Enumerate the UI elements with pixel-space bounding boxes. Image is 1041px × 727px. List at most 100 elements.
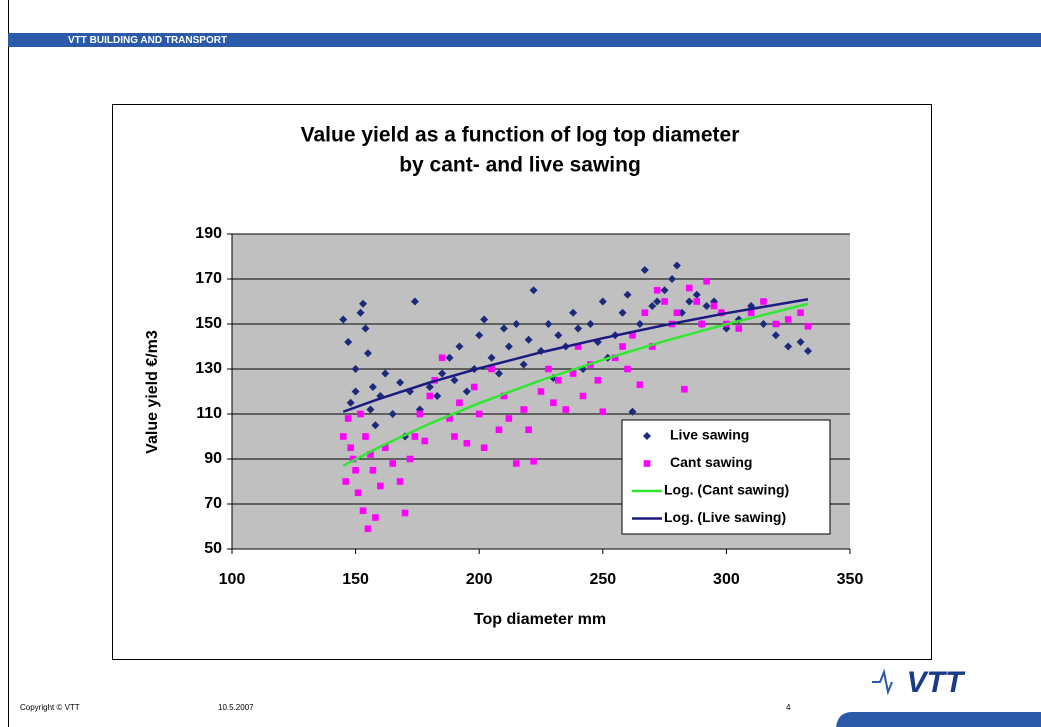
point [368, 383, 377, 391]
point [648, 302, 657, 310]
y-tick-label: 110 [196, 405, 222, 422]
point [456, 399, 463, 407]
point [784, 316, 792, 323]
point [784, 342, 793, 351]
legend-label: Log. (Cant sawing) [664, 482, 789, 498]
legend-label: Cant sawing [670, 454, 752, 470]
point [641, 309, 649, 317]
point [653, 286, 661, 294]
point [505, 415, 513, 422]
x-tick-label: 250 [589, 571, 616, 588]
point [371, 421, 380, 430]
footer-shape [836, 712, 1041, 727]
point [797, 309, 804, 317]
point [586, 320, 595, 328]
point [342, 478, 350, 485]
point [347, 444, 354, 452]
point [803, 347, 812, 355]
point [624, 365, 631, 373]
y-tick-label: 90 [204, 450, 222, 467]
point [480, 444, 488, 452]
point [499, 324, 508, 333]
point [524, 335, 533, 344]
point [681, 385, 688, 393]
point [362, 433, 369, 440]
point [480, 315, 489, 324]
header-text: VTT BUILDING AND TRANSPORT [68, 35, 227, 46]
point [438, 354, 446, 362]
point [450, 376, 459, 385]
point [686, 284, 693, 292]
point [635, 320, 644, 328]
header-bar [8, 33, 1041, 47]
point [512, 320, 521, 328]
point [488, 365, 495, 373]
point [494, 369, 503, 378]
y-tick-label: 50 [204, 540, 222, 557]
point [396, 378, 405, 387]
point [520, 406, 527, 413]
point [693, 298, 701, 305]
point [356, 308, 365, 317]
copyright: Copyright © VTT [20, 703, 80, 712]
point [351, 365, 360, 373]
point [406, 455, 414, 463]
point [349, 455, 357, 463]
point [537, 388, 545, 395]
point [661, 298, 668, 305]
point [512, 460, 520, 467]
point [574, 343, 582, 350]
x-axis-label: Top diameter mm [474, 611, 606, 628]
point [569, 308, 578, 317]
point [344, 415, 352, 422]
point [344, 338, 353, 346]
point [599, 408, 607, 416]
point [354, 489, 362, 497]
point [530, 457, 537, 465]
point [619, 343, 626, 350]
point [771, 331, 780, 340]
point [369, 466, 377, 474]
logo: VTT [907, 666, 966, 699]
point [487, 353, 496, 362]
point [703, 277, 710, 285]
point [555, 376, 562, 384]
x-tick-label: 100 [219, 571, 246, 588]
legend-label: Live sawing [670, 427, 749, 443]
point [545, 365, 552, 373]
legend [621, 419, 831, 535]
point [426, 392, 434, 400]
point [339, 433, 347, 440]
chart-title: Value yield as a function of log top dia… [301, 124, 740, 147]
point [544, 320, 553, 328]
point [562, 406, 570, 413]
point [416, 410, 424, 418]
point [359, 507, 367, 515]
point [470, 383, 478, 391]
point [463, 439, 471, 447]
point [359, 299, 368, 308]
point [351, 387, 360, 396]
point [653, 297, 662, 306]
point [640, 266, 649, 274]
point [475, 410, 483, 418]
point [396, 478, 404, 485]
point [346, 398, 355, 407]
point [629, 331, 636, 339]
point [361, 324, 370, 333]
point [636, 381, 644, 389]
point [698, 320, 705, 328]
point [451, 433, 458, 440]
point [411, 433, 419, 440]
x-tick-label: 300 [713, 571, 740, 588]
y-tick-label: 170 [195, 270, 222, 287]
point [618, 308, 627, 317]
point [401, 509, 409, 517]
point [735, 325, 743, 332]
point [594, 376, 602, 384]
point [710, 302, 718, 310]
y-tick-label: 70 [204, 495, 222, 512]
point [623, 290, 632, 299]
legend-marker [643, 460, 651, 467]
